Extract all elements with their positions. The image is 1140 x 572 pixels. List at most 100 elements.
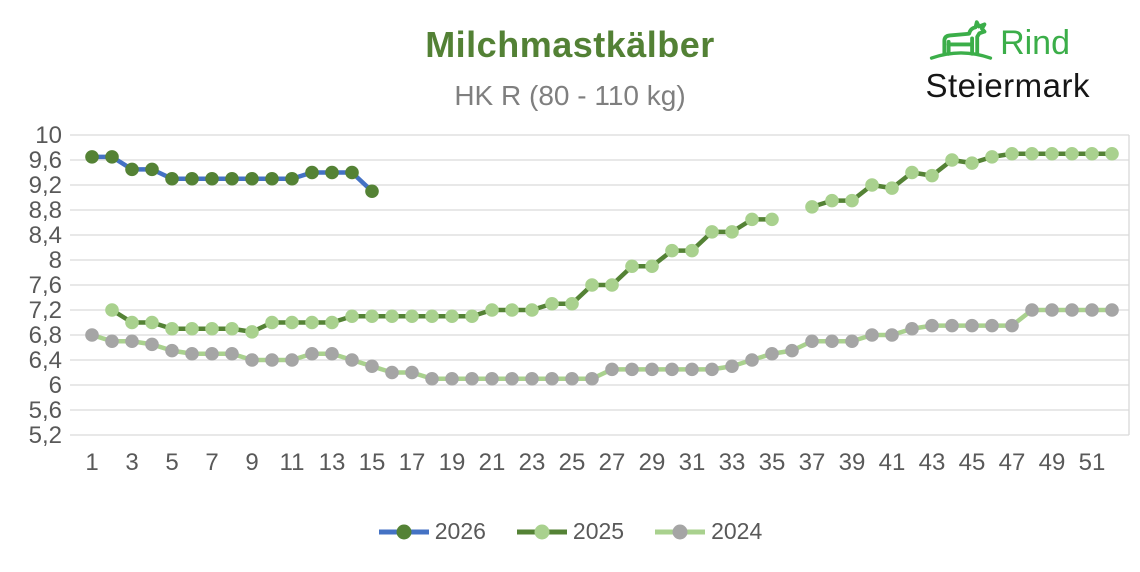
logo-top-row: Rind bbox=[929, 18, 1070, 69]
x-axis-tick-label: 9 bbox=[245, 449, 258, 476]
data-point-2024-week-40 bbox=[865, 328, 879, 342]
cattle-icon bbox=[929, 18, 993, 69]
x-axis-tick-label: 11 bbox=[280, 449, 305, 476]
data-point-2026-week-7 bbox=[205, 171, 219, 186]
data-point-2024-week-43 bbox=[925, 318, 939, 333]
logo-text-steiermark: Steiermark bbox=[925, 67, 1090, 104]
legend-item-2024: 2024 bbox=[654, 518, 762, 545]
x-axis-tick-label: 23 bbox=[519, 449, 546, 476]
data-point-2024-week-31 bbox=[685, 362, 699, 377]
y-axis-tick-label: 10 bbox=[35, 122, 62, 149]
data-point-2025-week-2 bbox=[105, 303, 119, 317]
data-point-2024-week-17 bbox=[405, 365, 419, 380]
data-point-2024-week-29 bbox=[645, 362, 659, 377]
legend-marker-icon bbox=[396, 524, 412, 539]
data-point-2024-week-41 bbox=[885, 328, 899, 342]
data-point-2025-week-26 bbox=[585, 278, 599, 292]
x-axis-tick-label: 29 bbox=[639, 449, 666, 476]
data-point-2024-week-7 bbox=[205, 346, 219, 361]
data-point-2026-week-9 bbox=[245, 171, 259, 186]
data-point-2024-week-48 bbox=[1025, 303, 1039, 317]
data-point-2024-week-32 bbox=[705, 362, 719, 377]
data-point-2026-week-5 bbox=[165, 171, 179, 186]
legend-item-2025: 2025 bbox=[516, 518, 624, 545]
data-point-2025-week-52 bbox=[1105, 146, 1119, 161]
x-axis-tick-label: 7 bbox=[205, 449, 218, 476]
x-axis-tick-label: 39 bbox=[839, 449, 866, 476]
data-point-2024-week-49 bbox=[1045, 303, 1059, 317]
y-axis-tick-label: 9,2 bbox=[29, 172, 62, 199]
data-point-2026-week-14 bbox=[345, 165, 359, 180]
data-point-2025-week-41 bbox=[885, 181, 899, 195]
legend-item-2026: 2026 bbox=[378, 518, 486, 545]
x-axis-tick-label: 43 bbox=[919, 449, 946, 476]
x-axis-tick-label: 19 bbox=[439, 449, 466, 476]
data-point-2024-week-42 bbox=[905, 321, 919, 336]
data-point-2024-week-39 bbox=[845, 334, 859, 349]
data-point-2024-week-26 bbox=[585, 371, 599, 386]
data-point-2024-week-4 bbox=[145, 337, 159, 352]
x-axis-tick-label: 49 bbox=[1039, 449, 1066, 476]
data-point-2024-week-8 bbox=[225, 346, 239, 361]
data-point-2025-week-30 bbox=[665, 243, 679, 258]
data-point-2025-week-51 bbox=[1085, 146, 1099, 161]
data-point-2024-week-36 bbox=[785, 343, 799, 358]
x-axis-tick-label: 41 bbox=[879, 449, 906, 476]
data-point-2024-week-15 bbox=[365, 359, 379, 374]
data-point-2024-week-11 bbox=[285, 353, 299, 367]
legend-swatch-2026 bbox=[378, 524, 429, 539]
data-point-2024-week-5 bbox=[165, 343, 179, 358]
data-point-2025-week-7 bbox=[205, 321, 219, 336]
data-point-2025-week-5 bbox=[165, 321, 179, 336]
data-point-2026-week-11 bbox=[285, 171, 299, 186]
data-point-2025-week-47 bbox=[1005, 146, 1019, 161]
chart-subtitle: HK R (80 - 110 kg) bbox=[454, 80, 686, 111]
data-point-2025-week-28 bbox=[625, 259, 639, 274]
data-point-2025-week-32 bbox=[705, 225, 719, 239]
data-point-2024-week-27 bbox=[605, 362, 619, 377]
x-axis-tick-label: 33 bbox=[719, 449, 746, 476]
x-axis-tick-label: 31 bbox=[679, 449, 706, 476]
data-point-2025-week-13 bbox=[325, 315, 339, 330]
y-axis-tick-label: 6,8 bbox=[29, 322, 62, 349]
data-point-2025-week-21 bbox=[485, 303, 499, 317]
data-point-2025-week-27 bbox=[605, 278, 619, 292]
data-point-2025-week-16 bbox=[385, 309, 399, 324]
data-point-2024-week-21 bbox=[485, 371, 499, 386]
data-point-2024-week-14 bbox=[345, 353, 359, 367]
data-point-2025-week-46 bbox=[985, 150, 999, 164]
x-axis-tick-label: 51 bbox=[1079, 449, 1106, 476]
data-point-2024-week-46 bbox=[985, 318, 999, 333]
data-point-2025-week-14 bbox=[345, 309, 359, 324]
rind-steiermark-logo: Rind Steiermark bbox=[880, 18, 1090, 105]
legend-marker-icon bbox=[672, 524, 688, 539]
data-point-2024-week-24 bbox=[545, 371, 559, 386]
data-point-2024-week-1 bbox=[85, 328, 99, 342]
series-line-2025 bbox=[110, 217, 772, 335]
data-point-2024-week-44 bbox=[945, 318, 959, 333]
chart-title: Milchmastkälber bbox=[425, 24, 715, 65]
data-point-2024-week-2 bbox=[105, 334, 119, 349]
series-line-2025 bbox=[811, 151, 1112, 210]
x-axis-tick-label: 37 bbox=[799, 449, 826, 476]
x-axis-tick-label: 25 bbox=[559, 449, 586, 476]
data-point-2026-week-15 bbox=[365, 184, 379, 199]
data-point-2025-week-24 bbox=[545, 296, 559, 311]
data-point-2024-week-38 bbox=[825, 334, 839, 349]
data-point-2025-week-10 bbox=[265, 315, 279, 330]
data-point-2024-week-23 bbox=[525, 371, 539, 386]
data-point-2025-week-42 bbox=[905, 165, 919, 180]
data-point-2025-week-33 bbox=[725, 225, 739, 239]
x-axis-tick-label: 15 bbox=[359, 449, 386, 476]
series-line-2024 bbox=[91, 307, 1112, 381]
y-axis-tick-label: 6,4 bbox=[29, 347, 62, 374]
x-axis-tick-label: 17 bbox=[399, 449, 426, 476]
data-point-2026-week-1 bbox=[85, 150, 99, 164]
data-point-2024-week-10 bbox=[265, 353, 279, 367]
data-point-2025-week-17 bbox=[405, 309, 419, 324]
x-axis-tick-label: 3 bbox=[125, 449, 138, 476]
y-axis-tick-label: 8,8 bbox=[29, 197, 62, 224]
y-axis-tick-label: 5,6 bbox=[29, 397, 62, 424]
